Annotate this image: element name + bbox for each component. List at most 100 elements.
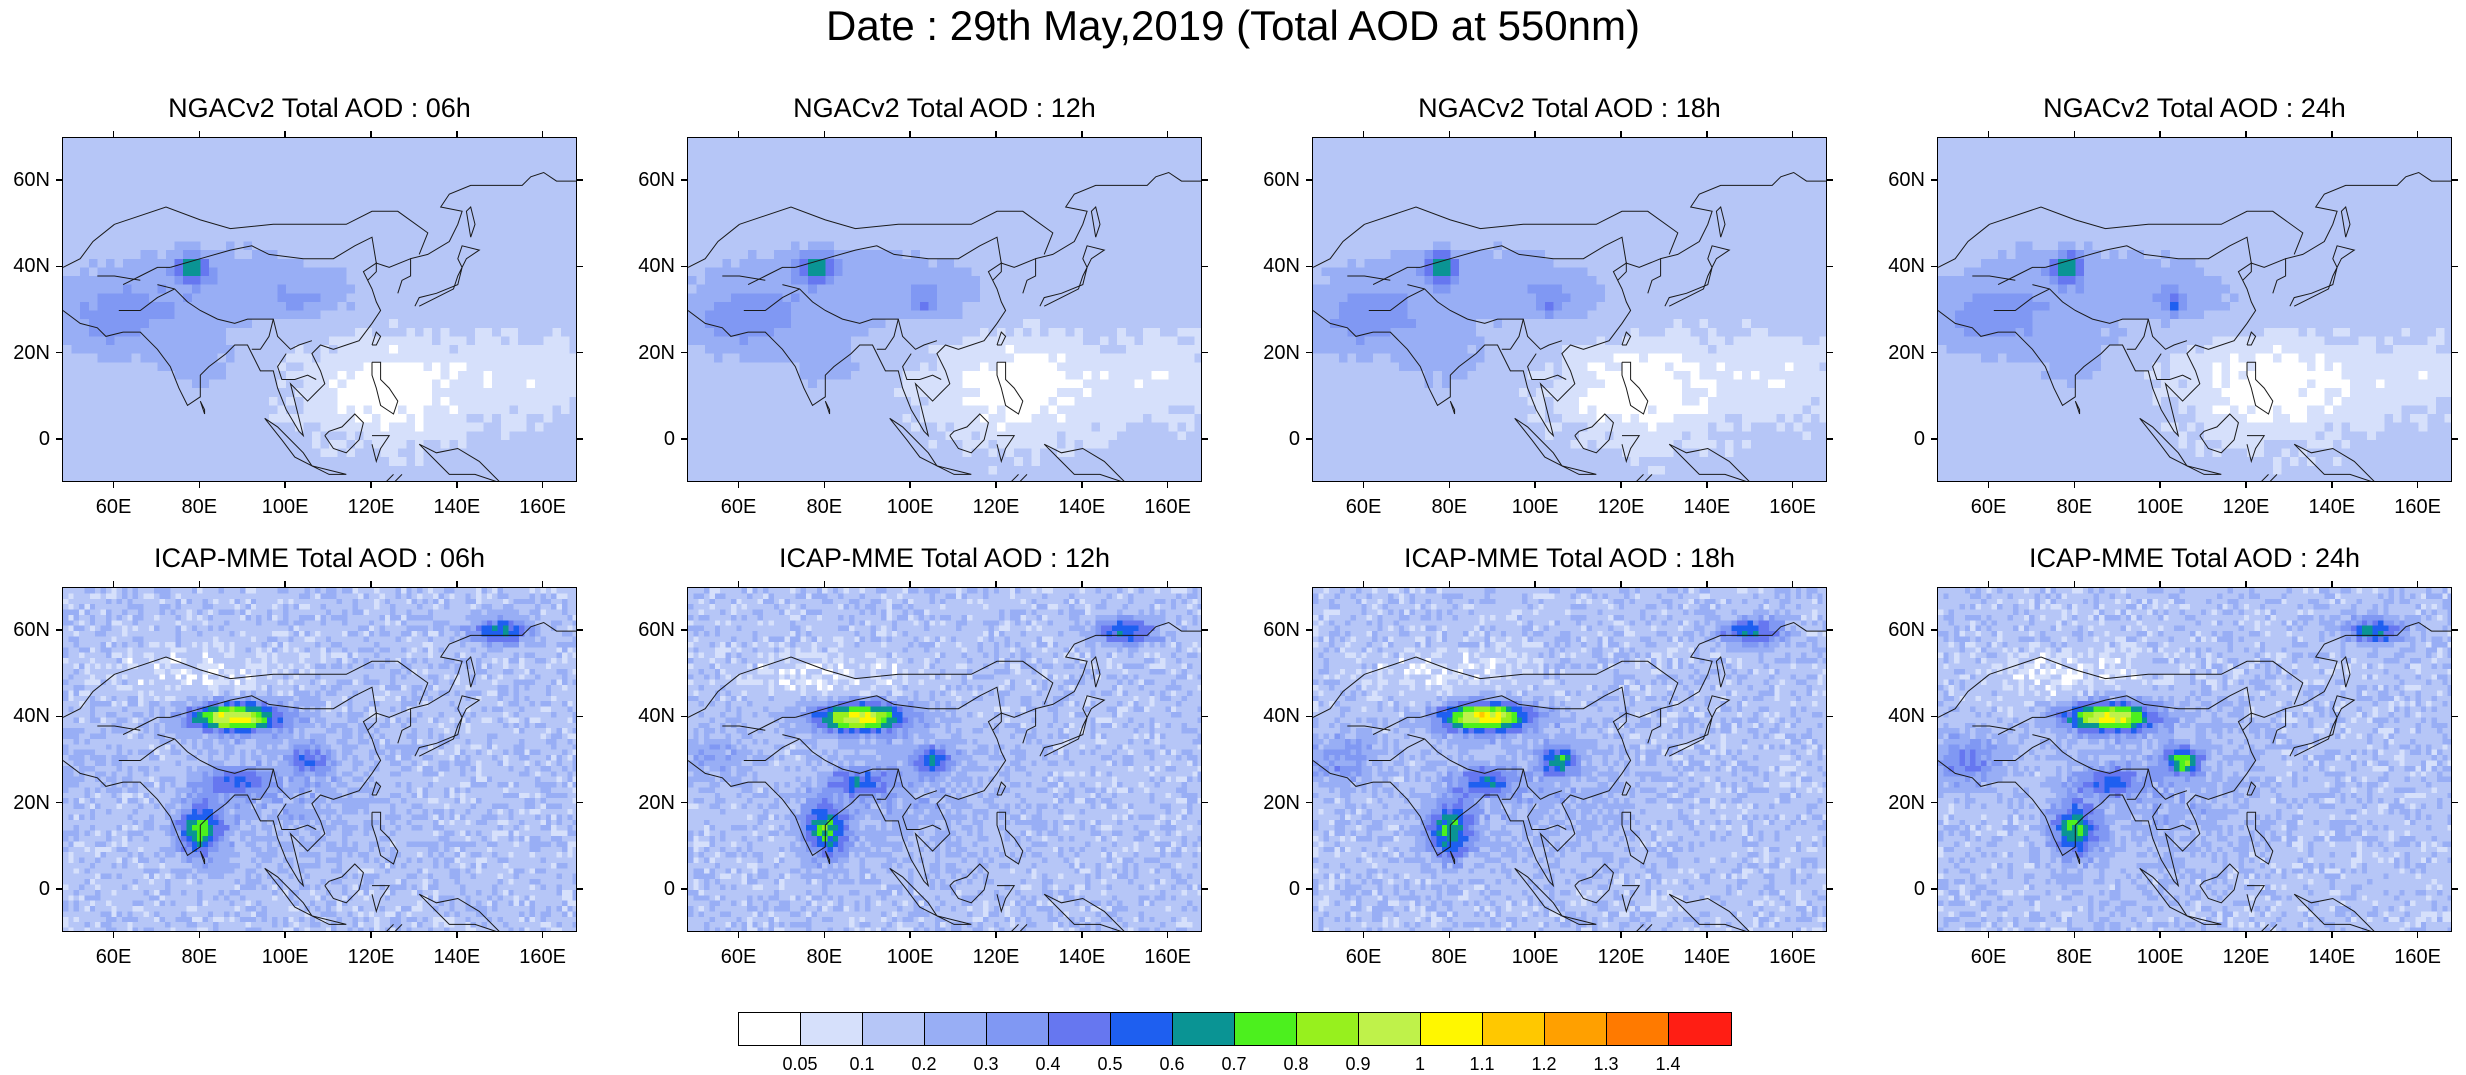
lon-tick-mark (1620, 932, 1622, 938)
lon-tick-label: 100E (250, 496, 320, 518)
lon-tick-label: 60E (1954, 496, 2024, 518)
lon-tick-mark (1988, 581, 1990, 587)
lat-tick-label: 60N (1250, 169, 1300, 191)
lon-tick-label: 160E (2383, 496, 2453, 518)
lat-tick-mark (1931, 629, 1937, 631)
lon-tick-mark (113, 581, 115, 587)
lon-tick-label: 100E (1500, 946, 1570, 968)
lat-tick-mark (1202, 179, 1208, 181)
lon-tick-label: 100E (1500, 496, 1570, 518)
lon-tick-mark (1167, 482, 1169, 488)
lon-tick-label: 120E (336, 496, 406, 518)
lon-tick-mark (2245, 482, 2247, 488)
lon-tick-mark (542, 131, 544, 137)
lon-tick-label: 80E (164, 496, 234, 518)
lat-tick-label: 60N (0, 169, 50, 191)
lat-tick-mark (577, 888, 583, 890)
lat-tick-mark (681, 629, 687, 631)
lat-tick-label: 20N (0, 342, 50, 364)
aod-field (63, 588, 577, 932)
lon-tick-mark (1081, 131, 1083, 137)
lat-tick-mark (56, 802, 62, 804)
colorbar-label: 0.1 (837, 1054, 887, 1075)
lon-tick-label: 80E (789, 496, 859, 518)
lon-tick-mark (284, 932, 286, 938)
lat-tick-label: 0 (0, 428, 50, 450)
lon-tick-mark (824, 932, 826, 938)
lat-tick-label: 20N (625, 792, 675, 814)
lon-tick-mark (2417, 581, 2419, 587)
lon-tick-mark (995, 932, 997, 938)
lon-tick-mark (2074, 131, 2076, 137)
lat-tick-label: 40N (0, 705, 50, 727)
lon-tick-label: 140E (1672, 946, 1742, 968)
colorbar-swatch (1172, 1012, 1236, 1046)
lat-tick-mark (2452, 716, 2458, 718)
lon-tick-mark (199, 932, 201, 938)
lon-tick-label: 140E (2297, 946, 2367, 968)
lat-tick-label: 40N (625, 255, 675, 277)
lat-tick-label: 60N (625, 619, 675, 641)
colorbar-swatch (1544, 1012, 1608, 1046)
lon-tick-mark (370, 131, 372, 137)
lon-tick-label: 60E (1954, 946, 2024, 968)
lat-tick-mark (1202, 352, 1208, 354)
lon-tick-mark (456, 932, 458, 938)
lon-tick-mark (738, 482, 740, 488)
lon-tick-mark (1706, 581, 1708, 587)
panel-title: NGACv2 Total AOD : 18h (1252, 91, 1887, 125)
lat-tick-label: 20N (1875, 792, 1925, 814)
lat-tick-label: 60N (625, 169, 675, 191)
lon-tick-label: 60E (704, 496, 774, 518)
lon-tick-mark (2417, 482, 2419, 488)
colorbar-swatch (1420, 1012, 1484, 1046)
lon-tick-label: 160E (1758, 946, 1828, 968)
colorbar-swatch (1668, 1012, 1732, 1046)
lat-tick-label: 60N (0, 619, 50, 641)
lon-tick-mark (370, 482, 372, 488)
lon-tick-mark (1449, 581, 1451, 587)
lat-tick-label: 40N (1250, 255, 1300, 277)
lon-tick-mark (1534, 131, 1536, 137)
lon-tick-mark (738, 581, 740, 587)
lon-tick-mark (456, 482, 458, 488)
colorbar-swatch (1110, 1012, 1174, 1046)
colorbar-label: 0.6 (1147, 1054, 1197, 1075)
lon-tick-mark (1167, 581, 1169, 587)
lon-tick-mark (1706, 131, 1708, 137)
panel-title: NGACv2 Total AOD : 24h (1877, 91, 2466, 125)
lon-tick-mark (824, 131, 826, 137)
lat-tick-label: 0 (1250, 428, 1300, 450)
lon-tick-mark (1081, 482, 1083, 488)
lat-tick-mark (1306, 352, 1312, 354)
lon-tick-mark (2159, 131, 2161, 137)
lon-tick-mark (1363, 482, 1365, 488)
colorbar-swatch (986, 1012, 1050, 1046)
lon-tick-label: 60E (704, 946, 774, 968)
lon-tick-label: 140E (1047, 496, 1117, 518)
lon-tick-label: 80E (1414, 496, 1484, 518)
lat-tick-mark (1931, 802, 1937, 804)
colorbar-label: 0.5 (1085, 1054, 1135, 1075)
lon-tick-label: 160E (1133, 496, 1203, 518)
lat-tick-mark (1827, 802, 1833, 804)
lon-tick-mark (1167, 932, 1169, 938)
lon-tick-mark (370, 581, 372, 587)
lat-tick-label: 0 (0, 878, 50, 900)
lat-tick-mark (1931, 716, 1937, 718)
lon-tick-mark (113, 482, 115, 488)
aod-map-ngac-12h (687, 137, 1202, 482)
lon-tick-mark (909, 482, 911, 488)
lat-tick-mark (1827, 352, 1833, 354)
colorbar-label: 0.4 (1023, 1054, 1073, 1075)
lat-tick-mark (2452, 266, 2458, 268)
lat-tick-mark (1827, 266, 1833, 268)
lat-tick-mark (1306, 716, 1312, 718)
lon-tick-mark (909, 581, 911, 587)
aod-field (1313, 138, 1827, 482)
panel-title: NGACv2 Total AOD : 06h (2, 91, 637, 125)
lon-tick-label: 140E (422, 946, 492, 968)
aod-field (1938, 588, 2452, 932)
lat-tick-mark (1827, 179, 1833, 181)
lon-tick-label: 140E (1047, 946, 1117, 968)
